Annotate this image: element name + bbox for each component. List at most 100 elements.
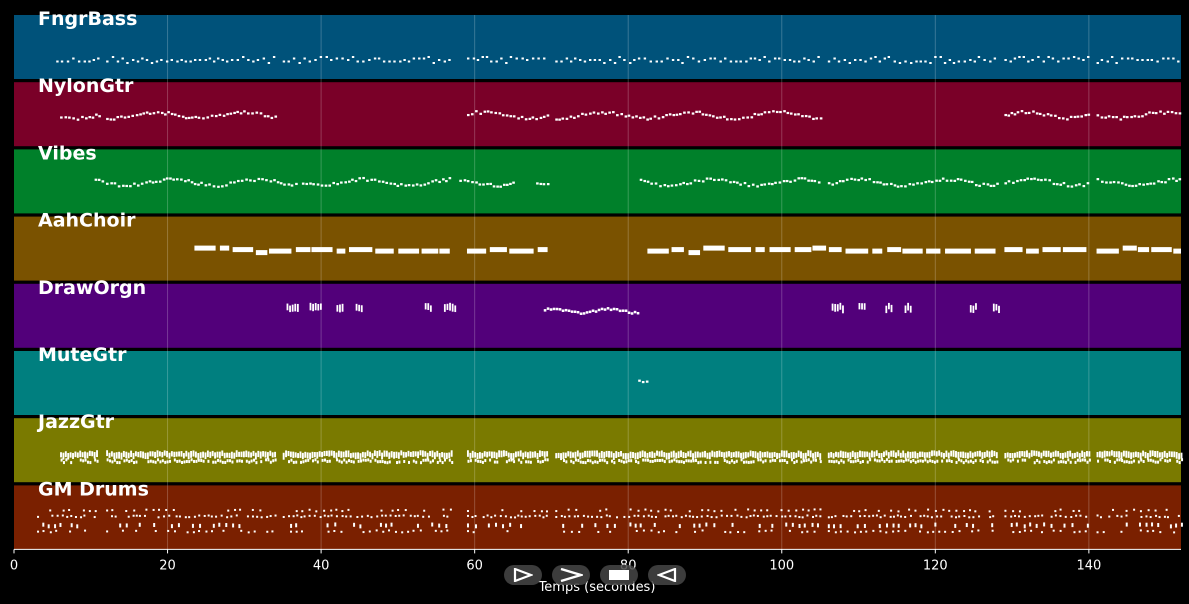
note bbox=[686, 182, 689, 186]
note bbox=[704, 460, 707, 464]
rewind-button[interactable] bbox=[648, 565, 686, 585]
note bbox=[569, 60, 573, 63]
note bbox=[983, 451, 986, 458]
track-notes bbox=[286, 302, 1000, 315]
note bbox=[64, 116, 68, 119]
note bbox=[106, 117, 109, 121]
note bbox=[335, 57, 339, 60]
note bbox=[991, 450, 993, 458]
note bbox=[106, 509, 109, 512]
note bbox=[1045, 450, 1048, 458]
note bbox=[711, 450, 714, 457]
note bbox=[255, 250, 268, 256]
note bbox=[665, 452, 668, 460]
note bbox=[904, 305, 907, 314]
note bbox=[1004, 509, 1007, 512]
note bbox=[734, 508, 737, 511]
note bbox=[324, 458, 327, 462]
note bbox=[1056, 183, 1059, 186]
note bbox=[1083, 452, 1086, 459]
note bbox=[926, 515, 929, 518]
note bbox=[474, 515, 477, 518]
note bbox=[872, 181, 876, 184]
note bbox=[296, 303, 299, 312]
note bbox=[892, 523, 895, 528]
note bbox=[682, 460, 685, 464]
note bbox=[613, 523, 616, 528]
note bbox=[797, 450, 800, 457]
note bbox=[617, 452, 620, 458]
note bbox=[981, 460, 984, 464]
play-button[interactable] bbox=[504, 565, 542, 585]
note bbox=[501, 114, 505, 117]
note bbox=[598, 59, 601, 61]
note bbox=[446, 515, 449, 518]
note bbox=[624, 453, 627, 460]
note bbox=[989, 60, 992, 63]
note bbox=[579, 452, 582, 460]
note bbox=[467, 459, 470, 463]
note bbox=[127, 515, 130, 518]
note bbox=[343, 458, 346, 462]
note bbox=[288, 515, 291, 518]
note bbox=[358, 304, 361, 312]
note bbox=[1146, 183, 1149, 186]
note bbox=[853, 59, 857, 61]
note bbox=[1159, 110, 1162, 113]
note bbox=[159, 460, 162, 464]
note bbox=[397, 508, 400, 511]
note bbox=[681, 62, 684, 64]
note bbox=[276, 181, 280, 184]
note bbox=[412, 57, 416, 60]
note bbox=[930, 516, 933, 519]
note bbox=[1021, 458, 1024, 462]
note bbox=[839, 530, 842, 533]
note bbox=[798, 516, 801, 519]
note bbox=[642, 458, 645, 462]
note bbox=[1102, 531, 1105, 534]
note bbox=[655, 60, 658, 63]
note bbox=[1062, 460, 1065, 464]
note bbox=[594, 310, 598, 313]
note bbox=[811, 522, 814, 527]
note bbox=[91, 451, 94, 457]
note bbox=[494, 111, 498, 115]
note bbox=[977, 56, 981, 58]
note bbox=[940, 515, 943, 518]
note bbox=[251, 112, 254, 115]
stop-icon bbox=[609, 570, 629, 580]
note bbox=[191, 523, 194, 528]
note bbox=[209, 451, 212, 458]
note bbox=[348, 247, 373, 253]
note bbox=[133, 509, 136, 512]
note bbox=[877, 509, 880, 512]
note bbox=[524, 118, 528, 121]
note bbox=[909, 460, 912, 464]
note bbox=[736, 181, 739, 184]
note bbox=[269, 248, 292, 254]
note bbox=[732, 180, 736, 184]
note bbox=[112, 118, 116, 121]
note bbox=[784, 515, 787, 518]
note bbox=[721, 178, 724, 181]
note bbox=[1108, 515, 1111, 518]
note bbox=[175, 178, 179, 181]
note bbox=[505, 114, 509, 117]
note bbox=[969, 459, 972, 463]
note bbox=[96, 450, 98, 458]
note bbox=[739, 183, 742, 186]
note bbox=[211, 450, 214, 457]
note bbox=[850, 177, 853, 180]
note bbox=[495, 452, 498, 460]
note bbox=[701, 529, 704, 532]
forward-button[interactable] bbox=[552, 565, 590, 585]
note bbox=[692, 57, 695, 60]
note bbox=[708, 452, 711, 460]
note bbox=[154, 460, 157, 464]
note bbox=[728, 451, 730, 457]
note bbox=[68, 508, 71, 511]
stop-button[interactable] bbox=[600, 565, 638, 585]
note bbox=[591, 309, 595, 312]
note bbox=[837, 461, 840, 465]
note bbox=[623, 515, 626, 518]
